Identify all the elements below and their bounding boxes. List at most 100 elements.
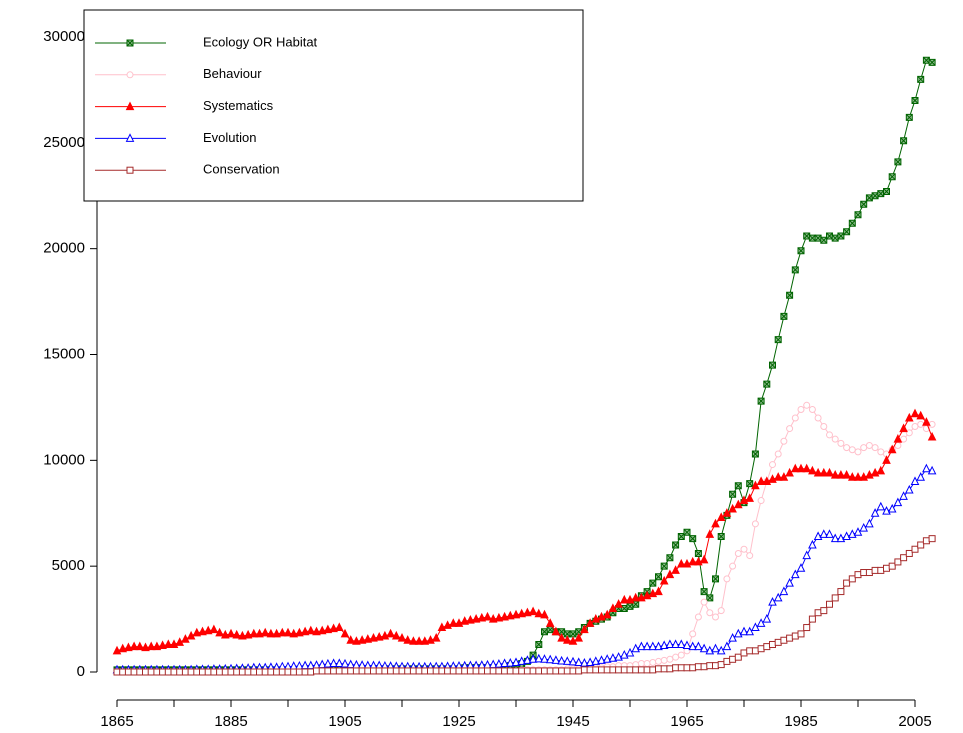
- point: [346, 635, 356, 644]
- point: [893, 434, 903, 443]
- point: [460, 616, 470, 625]
- point: [455, 667, 463, 675]
- point: [808, 465, 817, 475]
- point: [763, 380, 771, 388]
- point: [130, 668, 138, 676]
- point: [221, 668, 229, 676]
- x-tick-label: 1945: [556, 713, 589, 730]
- point: [631, 592, 641, 602]
- point: [808, 234, 816, 242]
- point: [648, 641, 658, 651]
- point: [716, 645, 726, 655]
- point: [186, 630, 196, 640]
- point: [893, 497, 903, 507]
- point: [848, 575, 856, 583]
- point: [780, 312, 788, 320]
- point: [347, 667, 355, 675]
- point: [501, 667, 509, 675]
- point: [431, 633, 441, 642]
- point: [848, 219, 856, 227]
- point: [552, 667, 560, 675]
- point: [113, 668, 121, 676]
- legend-label: Behaviour: [203, 66, 262, 81]
- point: [506, 667, 514, 675]
- point: [540, 654, 549, 663]
- point: [706, 594, 714, 602]
- point: [865, 442, 873, 450]
- point: [734, 482, 742, 490]
- point: [580, 666, 588, 674]
- point: [900, 137, 908, 145]
- point: [911, 422, 919, 430]
- point: [392, 667, 400, 675]
- point: [558, 667, 566, 675]
- point: [615, 666, 623, 674]
- point: [444, 667, 452, 675]
- point: [659, 640, 669, 650]
- point: [871, 192, 879, 200]
- point: [826, 232, 833, 240]
- y-tick-label: 0: [77, 663, 85, 680]
- point: [716, 512, 726, 521]
- point: [694, 663, 702, 671]
- point: [541, 667, 548, 675]
- point: [711, 643, 720, 653]
- point: [842, 470, 851, 479]
- point: [546, 626, 554, 634]
- point: [888, 173, 896, 181]
- point: [717, 533, 725, 541]
- point: [575, 628, 583, 636]
- point: [397, 633, 407, 642]
- point: [124, 642, 133, 652]
- point: [535, 640, 543, 648]
- point: [825, 529, 834, 538]
- point: [808, 539, 817, 549]
- point: [700, 588, 708, 596]
- point: [176, 668, 184, 676]
- point: [916, 472, 926, 481]
- point: [329, 658, 338, 668]
- point: [740, 649, 748, 657]
- point: [181, 634, 190, 643]
- point: [769, 361, 776, 369]
- point: [847, 472, 857, 481]
- point: [569, 667, 577, 675]
- point: [734, 653, 742, 661]
- point: [751, 647, 759, 655]
- point: [585, 618, 595, 627]
- point: [512, 667, 520, 675]
- point: [558, 628, 566, 636]
- point: [306, 625, 316, 635]
- point: [323, 658, 333, 668]
- point: [843, 444, 851, 452]
- point: [545, 618, 555, 627]
- point: [689, 535, 697, 543]
- point: [871, 444, 879, 452]
- point: [289, 628, 299, 638]
- point: [204, 668, 212, 676]
- point: [694, 613, 702, 621]
- point: [665, 639, 675, 648]
- point: [369, 633, 378, 642]
- point: [927, 465, 937, 475]
- point: [729, 562, 737, 570]
- point: [163, 639, 173, 648]
- point: [483, 611, 492, 621]
- point: [837, 232, 845, 240]
- point: [877, 448, 885, 456]
- point: [523, 607, 532, 617]
- point: [592, 666, 600, 674]
- point: [260, 627, 270, 637]
- point: [751, 520, 759, 528]
- point: [803, 232, 811, 240]
- point: [865, 569, 873, 577]
- point: [779, 586, 789, 596]
- point: [671, 639, 680, 648]
- point: [602, 654, 612, 663]
- point: [283, 627, 293, 637]
- point: [746, 480, 754, 488]
- point: [786, 634, 794, 642]
- point: [900, 435, 908, 443]
- point: [637, 666, 645, 674]
